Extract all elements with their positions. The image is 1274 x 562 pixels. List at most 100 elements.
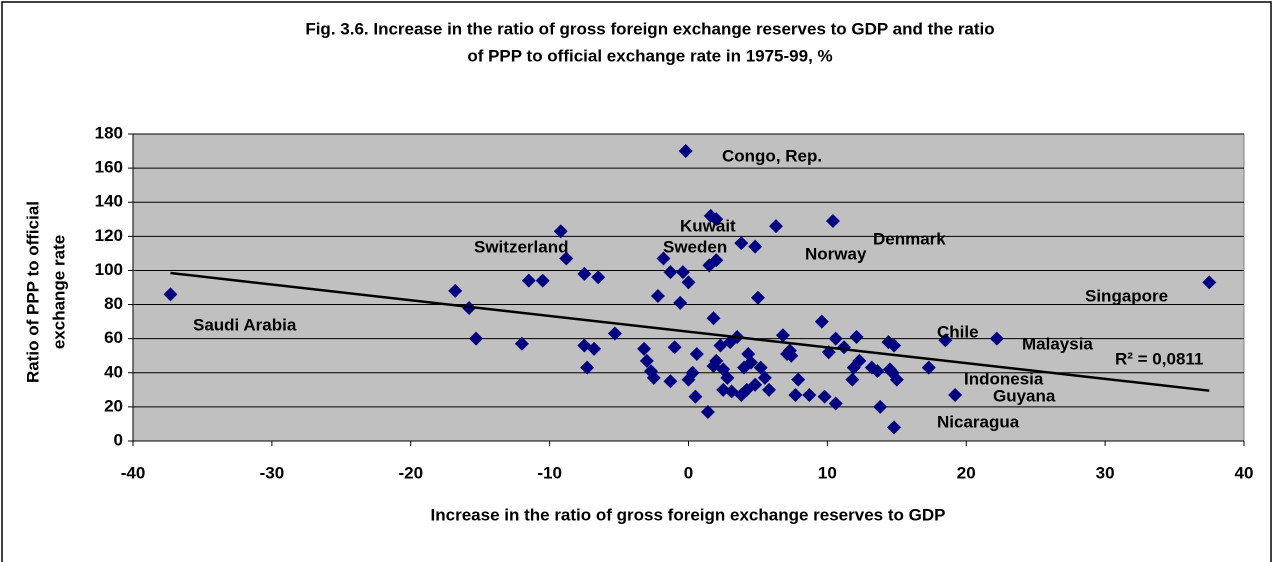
trendline bbox=[170, 271, 1210, 392]
annotation: Kuwait bbox=[680, 216, 736, 235]
point bbox=[768, 219, 783, 234]
y-tick-label: 60 bbox=[104, 328, 123, 347]
annotation: Guyana bbox=[993, 386, 1056, 405]
point bbox=[948, 387, 963, 402]
point bbox=[559, 251, 574, 266]
y-title-line: exchange rate bbox=[49, 235, 68, 349]
point bbox=[709, 253, 724, 268]
point bbox=[1202, 275, 1217, 290]
annotation: Sweden bbox=[663, 237, 727, 256]
x-tick-label: 0 bbox=[684, 463, 693, 482]
y-tick-label: 140 bbox=[95, 192, 123, 211]
y-tick-label: 80 bbox=[104, 294, 123, 313]
point bbox=[709, 212, 724, 227]
point bbox=[675, 265, 690, 280]
point bbox=[678, 144, 693, 159]
point bbox=[828, 331, 843, 346]
y-tick-label: 120 bbox=[95, 226, 123, 245]
point bbox=[757, 370, 772, 385]
point bbox=[734, 236, 749, 251]
point bbox=[673, 295, 688, 310]
point bbox=[656, 251, 671, 266]
point bbox=[828, 396, 843, 411]
point bbox=[685, 365, 700, 380]
point bbox=[553, 224, 568, 239]
point bbox=[663, 374, 678, 389]
title-line: of PPP to official exchange rate in 1975… bbox=[467, 46, 832, 65]
annotation: Denmark bbox=[873, 229, 946, 248]
y-tick-label: 20 bbox=[104, 396, 123, 415]
x-tick-label: 30 bbox=[1096, 463, 1115, 482]
annotation: Indonesia bbox=[964, 369, 1044, 388]
y-axis-title: Ratio of PPP to official exchange rate bbox=[23, 201, 68, 383]
x-tick-label: -40 bbox=[121, 463, 146, 482]
x-tick-label: 40 bbox=[1235, 463, 1254, 482]
point bbox=[469, 331, 484, 346]
point bbox=[163, 287, 178, 302]
x-tick-label: -20 bbox=[398, 463, 423, 482]
point bbox=[663, 265, 678, 280]
point bbox=[681, 275, 696, 290]
x-tick-label: -10 bbox=[537, 463, 562, 482]
x-tick-label: 20 bbox=[957, 463, 976, 482]
annotation: Malaysia bbox=[1022, 334, 1093, 353]
point bbox=[521, 273, 536, 288]
point bbox=[535, 273, 550, 288]
title-line: Fig. 3.6. Increase in the ratio of gross… bbox=[305, 19, 994, 38]
point bbox=[750, 290, 765, 305]
annotation: Chile bbox=[937, 322, 979, 341]
annotation: Congo, Rep. bbox=[722, 146, 822, 165]
point bbox=[448, 283, 463, 298]
chart-title: Fig. 3.6. Increase in the ratio of gross… bbox=[305, 19, 994, 65]
point bbox=[720, 370, 735, 385]
x-tick-label: 10 bbox=[818, 463, 837, 482]
point bbox=[689, 347, 704, 362]
point bbox=[817, 389, 832, 404]
point bbox=[802, 387, 817, 402]
point bbox=[887, 338, 902, 353]
point bbox=[709, 353, 724, 368]
point bbox=[577, 266, 592, 281]
point bbox=[587, 341, 602, 356]
point bbox=[791, 372, 806, 387]
point bbox=[667, 340, 682, 355]
point bbox=[989, 331, 1004, 346]
annotation: Saudi Arabia bbox=[193, 315, 297, 334]
point bbox=[580, 360, 595, 375]
point bbox=[637, 341, 652, 356]
annotation: Singapore bbox=[1085, 286, 1168, 305]
point bbox=[889, 372, 904, 387]
point bbox=[753, 360, 768, 375]
annotation: Nicaragua bbox=[937, 412, 1020, 431]
point bbox=[639, 353, 654, 368]
point bbox=[845, 372, 860, 387]
point bbox=[748, 377, 763, 392]
annotation: Norway bbox=[805, 244, 867, 263]
x-axis-title: Increase in the ratio of gross foreign e… bbox=[431, 505, 946, 524]
point bbox=[788, 387, 803, 402]
point bbox=[887, 420, 902, 435]
annotation: R² = 0,0811 bbox=[1115, 349, 1203, 368]
point bbox=[650, 289, 665, 304]
point bbox=[646, 370, 661, 385]
point bbox=[921, 360, 936, 375]
y-title-line: Ratio of PPP to official bbox=[23, 201, 42, 383]
point bbox=[743, 355, 758, 370]
y-tick-label: 180 bbox=[95, 123, 123, 142]
point bbox=[870, 364, 885, 379]
point bbox=[873, 399, 888, 414]
point bbox=[706, 311, 721, 326]
point bbox=[852, 353, 867, 368]
point bbox=[607, 326, 622, 341]
y-tick-label: 0 bbox=[114, 430, 123, 449]
y-tick-label: 160 bbox=[95, 158, 123, 177]
point bbox=[514, 336, 529, 351]
point bbox=[775, 328, 790, 343]
point bbox=[591, 270, 606, 285]
y-tick-label: 100 bbox=[95, 260, 123, 279]
y-tick-label: 40 bbox=[104, 362, 123, 381]
point bbox=[784, 348, 799, 363]
point bbox=[688, 389, 703, 404]
